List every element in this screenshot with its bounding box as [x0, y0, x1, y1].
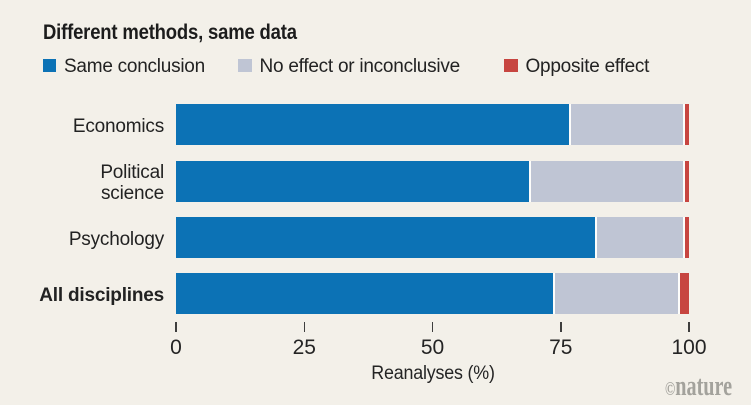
x-axis-tick-label: 50	[420, 335, 445, 359]
copyright-icon: ©	[665, 379, 676, 400]
legend-item: Same conclusion	[42, 52, 205, 79]
category-label: Economics	[72, 116, 164, 138]
watermark-text: nature	[675, 371, 732, 402]
x-axis-title: Reanalyses (%)	[370, 363, 495, 385]
x-axis-tick-label: 75	[549, 335, 573, 359]
bar-row	[176, 160, 689, 202]
x-axis-tick	[431, 322, 434, 332]
chart-title: Different methods, same data	[43, 20, 297, 44]
bar-segment	[176, 160, 531, 202]
bar-row	[176, 217, 689, 258]
x-axis-tick-label: 100	[671, 335, 707, 359]
category-label: All disciplines	[39, 285, 164, 307]
legend-label: Opposite effect	[525, 55, 650, 77]
bar-row	[176, 273, 689, 315]
x-axis-tick	[303, 322, 305, 332]
x-axis-tick	[175, 322, 177, 332]
bar-segment	[176, 217, 598, 258]
legend-swatch-icon	[42, 58, 56, 73]
x-axis-tick-label: 25	[292, 335, 316, 359]
x-axis-tick-label: 0	[170, 335, 182, 359]
bar-row	[176, 104, 689, 146]
legend-item: Opposite effect	[504, 52, 649, 79]
bar-segment	[176, 104, 571, 146]
x-axis-tick	[560, 322, 562, 332]
bar-segment	[530, 160, 685, 202]
bar-segment	[555, 273, 681, 315]
bar-segment	[597, 217, 685, 258]
bar-segment	[684, 160, 689, 202]
legend-label: No effect or inconclusive	[259, 55, 461, 77]
bar-segment	[680, 273, 689, 315]
legend: Same conclusion No effect or inconclusive…	[0, 52, 751, 79]
legend-item: No effect or inconclusive	[238, 52, 460, 79]
category-label: Psychology	[68, 228, 164, 250]
bar-segment	[684, 104, 689, 146]
legend-swatch-icon	[238, 58, 252, 73]
category-label: Political science	[100, 161, 164, 205]
bar-segment	[176, 273, 556, 315]
bar-segment	[684, 217, 689, 258]
nature-watermark: ©nature	[665, 373, 732, 404]
legend-swatch-icon	[504, 58, 518, 73]
x-axis-tick	[688, 322, 690, 332]
legend-label: Same conclusion	[64, 55, 205, 77]
bar-segment	[571, 104, 685, 146]
